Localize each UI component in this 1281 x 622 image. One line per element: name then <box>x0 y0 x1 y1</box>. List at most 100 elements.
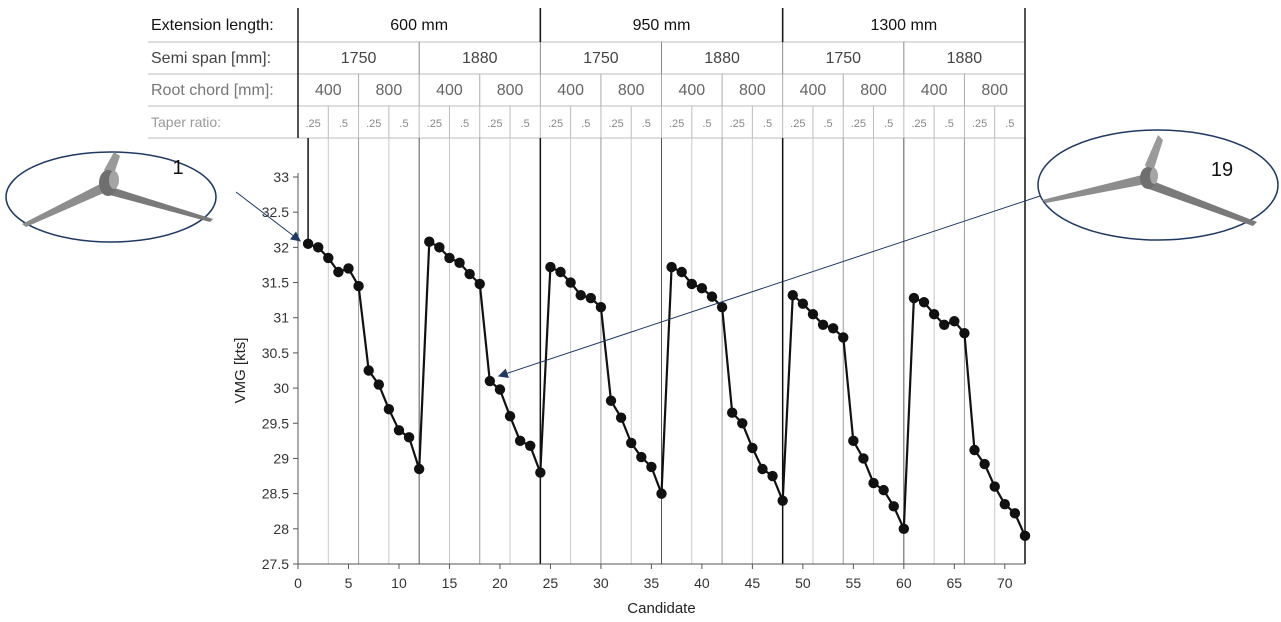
header-cell-value: 400 <box>921 82 948 99</box>
y-tick-label: 31.5 <box>262 275 289 291</box>
data-point <box>1009 508 1021 519</box>
data-point <box>969 444 980 456</box>
y-tick-label: 31 <box>273 310 289 326</box>
data-point <box>595 301 607 313</box>
data-point <box>898 523 910 535</box>
data-point <box>474 278 485 290</box>
x-tick-label: 15 <box>442 575 458 591</box>
data-point <box>989 481 1000 492</box>
x-tick-label: 60 <box>896 575 912 591</box>
data-point <box>918 297 930 308</box>
data-point <box>615 412 627 423</box>
data-point <box>696 282 708 294</box>
data-point <box>656 488 667 499</box>
data-point <box>949 316 960 327</box>
data-point <box>706 291 718 302</box>
data-point <box>565 277 576 288</box>
header-cell-value: 1880 <box>462 50 498 67</box>
x-tick-label: 0 <box>294 575 302 591</box>
x-tick-label: 45 <box>745 575 761 591</box>
header-cell-value: 1300 mm <box>870 17 937 34</box>
data-point <box>555 266 566 278</box>
data-point <box>716 301 728 313</box>
header-cell-value: .25 <box>487 118 502 130</box>
header-cell-value: 1880 <box>947 50 983 67</box>
header-cell-value: .25 <box>366 118 381 130</box>
header-cell-value: 400 <box>315 82 342 99</box>
header-row-label: Semi span [mm]: <box>151 50 271 67</box>
y-tick-label: 33 <box>273 169 289 185</box>
y-tick-label: 30.5 <box>262 345 289 361</box>
y-tick-label: 32.5 <box>262 204 289 220</box>
callout-19: 19 <box>497 129 1279 378</box>
chart-axes: Candidate VMG [kts] 0 5 10 15 20 25 30 35 40 45 50… <box>232 169 1025 617</box>
data-point <box>848 435 859 447</box>
data-point <box>757 463 768 475</box>
header-cell-value: 400 <box>678 82 705 99</box>
header-cell-value: .5 <box>763 118 772 130</box>
data-point <box>888 501 899 512</box>
header-cell-value: 800 <box>981 82 1008 99</box>
data-point <box>959 328 970 339</box>
header-cell-value: .5 <box>884 118 893 130</box>
header-cell-value: 800 <box>618 82 645 99</box>
data-point <box>979 458 990 470</box>
callout-1: 1 <box>5 151 301 243</box>
data-point <box>585 292 597 304</box>
data-point <box>939 319 950 330</box>
data-point <box>413 463 425 475</box>
data-point <box>636 451 647 463</box>
x-tick-label: 40 <box>694 575 710 591</box>
header-cell-value: 400 <box>800 82 827 99</box>
header-row-label: Extension length: <box>151 17 274 34</box>
data-point <box>858 453 869 464</box>
header-cell-value: .5 <box>399 118 408 130</box>
data-point <box>484 375 496 387</box>
y-axis-title: VMG [kts] <box>232 338 249 404</box>
data-point <box>646 461 657 473</box>
data-point <box>726 407 738 418</box>
data-point <box>333 266 344 278</box>
header-cell-value: .25 <box>851 118 866 130</box>
data-point <box>545 261 556 273</box>
data-point <box>464 268 475 280</box>
header-cell-value: .25 <box>790 118 805 130</box>
x-tick-label: 35 <box>644 575 660 591</box>
x-tick-label: 55 <box>846 575 862 591</box>
data-point <box>777 495 788 506</box>
header-cell-value: 600 mm <box>390 17 448 34</box>
data-point <box>302 238 314 250</box>
data-point <box>999 498 1011 510</box>
header-cell-value: 400 <box>557 82 584 99</box>
callouts: 1 19 <box>5 129 1279 378</box>
y-tick-label: 29.5 <box>262 415 289 431</box>
data-point <box>827 323 839 334</box>
data-point <box>494 384 506 395</box>
header-cell-value: 1750 <box>341 50 377 67</box>
series-line <box>307 240 1027 537</box>
y-tick-label: 28.5 <box>262 486 289 502</box>
data-point <box>323 252 334 264</box>
vmg-series <box>302 236 1031 542</box>
data-point <box>343 263 354 274</box>
header-cell-value: .5 <box>339 118 348 130</box>
data-point <box>868 477 879 489</box>
data-point <box>737 418 748 429</box>
header-cell-value: 1750 <box>583 50 619 67</box>
x-tick-label: 25 <box>543 575 559 591</box>
x-tick-label: 30 <box>593 575 609 591</box>
data-point <box>403 432 415 443</box>
data-point <box>878 484 889 496</box>
y-tick-label: 29 <box>273 450 289 466</box>
data-point <box>454 257 465 269</box>
data-point <box>424 236 435 247</box>
header-cell-value: .5 <box>824 118 833 130</box>
header-cell-value: .25 <box>669 118 684 130</box>
data-point <box>787 290 798 301</box>
header-cell-value: .25 <box>305 118 320 130</box>
data-point <box>626 437 637 449</box>
data-point <box>363 365 374 376</box>
x-tick-label: 20 <box>492 575 508 591</box>
data-point <box>514 435 526 447</box>
callout-1-label: 1 <box>172 157 183 179</box>
